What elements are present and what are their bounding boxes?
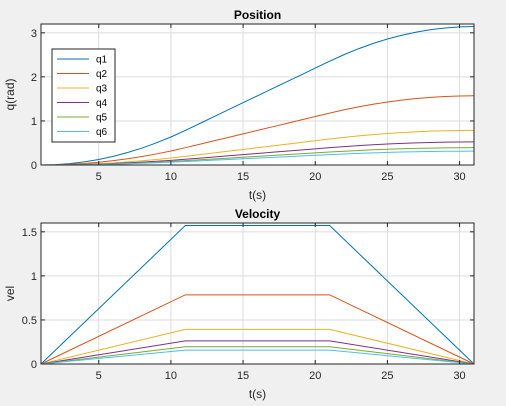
chart-title: Position [234, 8, 281, 22]
legend-entry-q5: q5 [96, 113, 108, 124]
y-tick-label: 1 [31, 116, 37, 128]
legend-entry-q4: q4 [96, 98, 108, 109]
x-tick-label: 30 [453, 370, 465, 382]
x-axis-label: t(s) [249, 387, 266, 401]
x-tick-label: 5 [96, 370, 102, 382]
legend-entry-q3: q3 [96, 84, 108, 95]
series-line-q6 [40, 150, 475, 166]
y-tick-label: 1 [31, 271, 37, 283]
y-tick-label: 0 [31, 359, 37, 371]
legend-entry-q2: q2 [96, 69, 108, 80]
series-line-q3 [40, 129, 475, 166]
y-tick-label: 1.5 [22, 227, 37, 239]
x-tick-label: 25 [381, 171, 393, 183]
x-tick-label: 30 [453, 171, 465, 183]
series-line-s6 [40, 349, 475, 365]
x-tick-label: 10 [165, 370, 177, 382]
y-axis-label: q(rad) [3, 78, 17, 110]
series-line-s2 [40, 294, 475, 365]
series-line-s4 [40, 340, 475, 365]
x-axis-label: t(s) [249, 188, 266, 202]
legend-entry-q1: q1 [96, 55, 108, 66]
position-plot: 5 10 15 20 25 300123Positiont(s)q(rad)q1q2q3q… [3, 8, 475, 202]
axes-box [40, 222, 475, 365]
legend-box [51, 48, 116, 143]
x-tick-label: 25 [381, 370, 393, 382]
x-tick-label: 10 [165, 171, 177, 183]
series-line-s3 [40, 328, 475, 365]
y-tick-label: 2 [31, 72, 37, 84]
series-line-q1 [40, 26, 475, 166]
x-tick-label: 20 [309, 171, 321, 183]
axes-box [40, 23, 475, 166]
x-tick-label: 15 [237, 370, 249, 382]
x-tick-label: 15 [237, 171, 249, 183]
legend: q1 q2 q3 q4 q5 q6 [51, 48, 116, 143]
series-line-s5 [40, 346, 475, 365]
velocity-plot: 5 10 15 20 25 30 0 0.5 1 1.5 Velocity t(s) vel [3, 207, 475, 401]
y-tick-label: 0 [31, 160, 37, 172]
plot-area [41, 223, 474, 364]
chart-title: Velocity [235, 207, 281, 221]
series-line-s1 [40, 225, 475, 365]
x-tick-label: 5 [96, 171, 102, 183]
legend-entry-q6: q6 [96, 127, 108, 138]
x-tick-label: 20 [309, 370, 321, 382]
y-axis-label: vel [3, 286, 17, 301]
series-line-q2 [40, 95, 475, 166]
y-tick-label: 0.5 [22, 315, 37, 327]
y-tick-label: 3 [31, 28, 37, 40]
